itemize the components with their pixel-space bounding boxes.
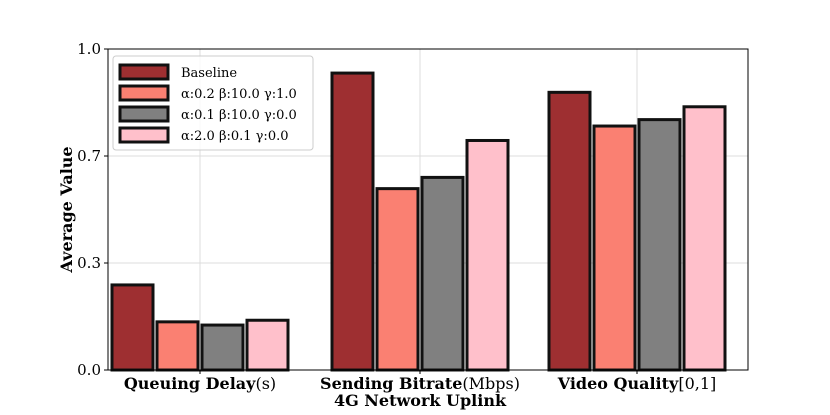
x-axis-title: 4G Network Uplink	[334, 391, 507, 410]
legend-label: α:2.0 β:0.1 γ:0.0	[181, 129, 289, 144]
bar	[155, 320, 200, 372]
x-category-label: Queuing Delay(s)	[124, 374, 276, 393]
bar	[637, 118, 682, 372]
legend-swatch	[118, 105, 170, 123]
y-tick-label: 1.0	[77, 40, 101, 58]
bar	[245, 318, 290, 372]
bar	[375, 187, 420, 372]
bar	[110, 283, 155, 372]
legend-swatch	[118, 63, 170, 81]
y-tick-label: 0.3	[77, 254, 101, 272]
legend-label: α:0.2 β:10.0 γ:1.0	[181, 87, 297, 102]
legend-swatch	[118, 126, 170, 144]
y-axis-title: Average Value	[57, 146, 76, 273]
y-ticks: 0.0 0.3 0.7 1.0	[77, 40, 108, 379]
y-tick-label: 0.0	[77, 361, 101, 379]
bar	[420, 175, 465, 372]
bar	[330, 71, 375, 372]
y-tick-label: 0.7	[77, 147, 101, 165]
bar	[682, 105, 727, 372]
legend-label: Baseline	[181, 66, 237, 81]
legend: Baseline α:0.2 β:10.0 γ:1.0 α:0.1 β:10.0 γ…	[112, 55, 314, 151]
bar	[465, 138, 510, 372]
bar	[200, 323, 245, 372]
bar	[547, 90, 592, 372]
plot-frame	[107, 48, 749, 371]
x-category-label: Video Quality[0,1]	[557, 374, 717, 393]
bar	[592, 124, 637, 372]
x-category-labels: Queuing Delay(s) Sending Bitrate(Mbps) Vid…	[124, 370, 716, 393]
legend-label: α:0.1 β:10.0 γ:0.0	[181, 108, 297, 123]
bars	[110, 71, 727, 372]
x-category-label: Sending Bitrate(Mbps)	[320, 374, 520, 393]
legend-swatch	[118, 84, 170, 102]
